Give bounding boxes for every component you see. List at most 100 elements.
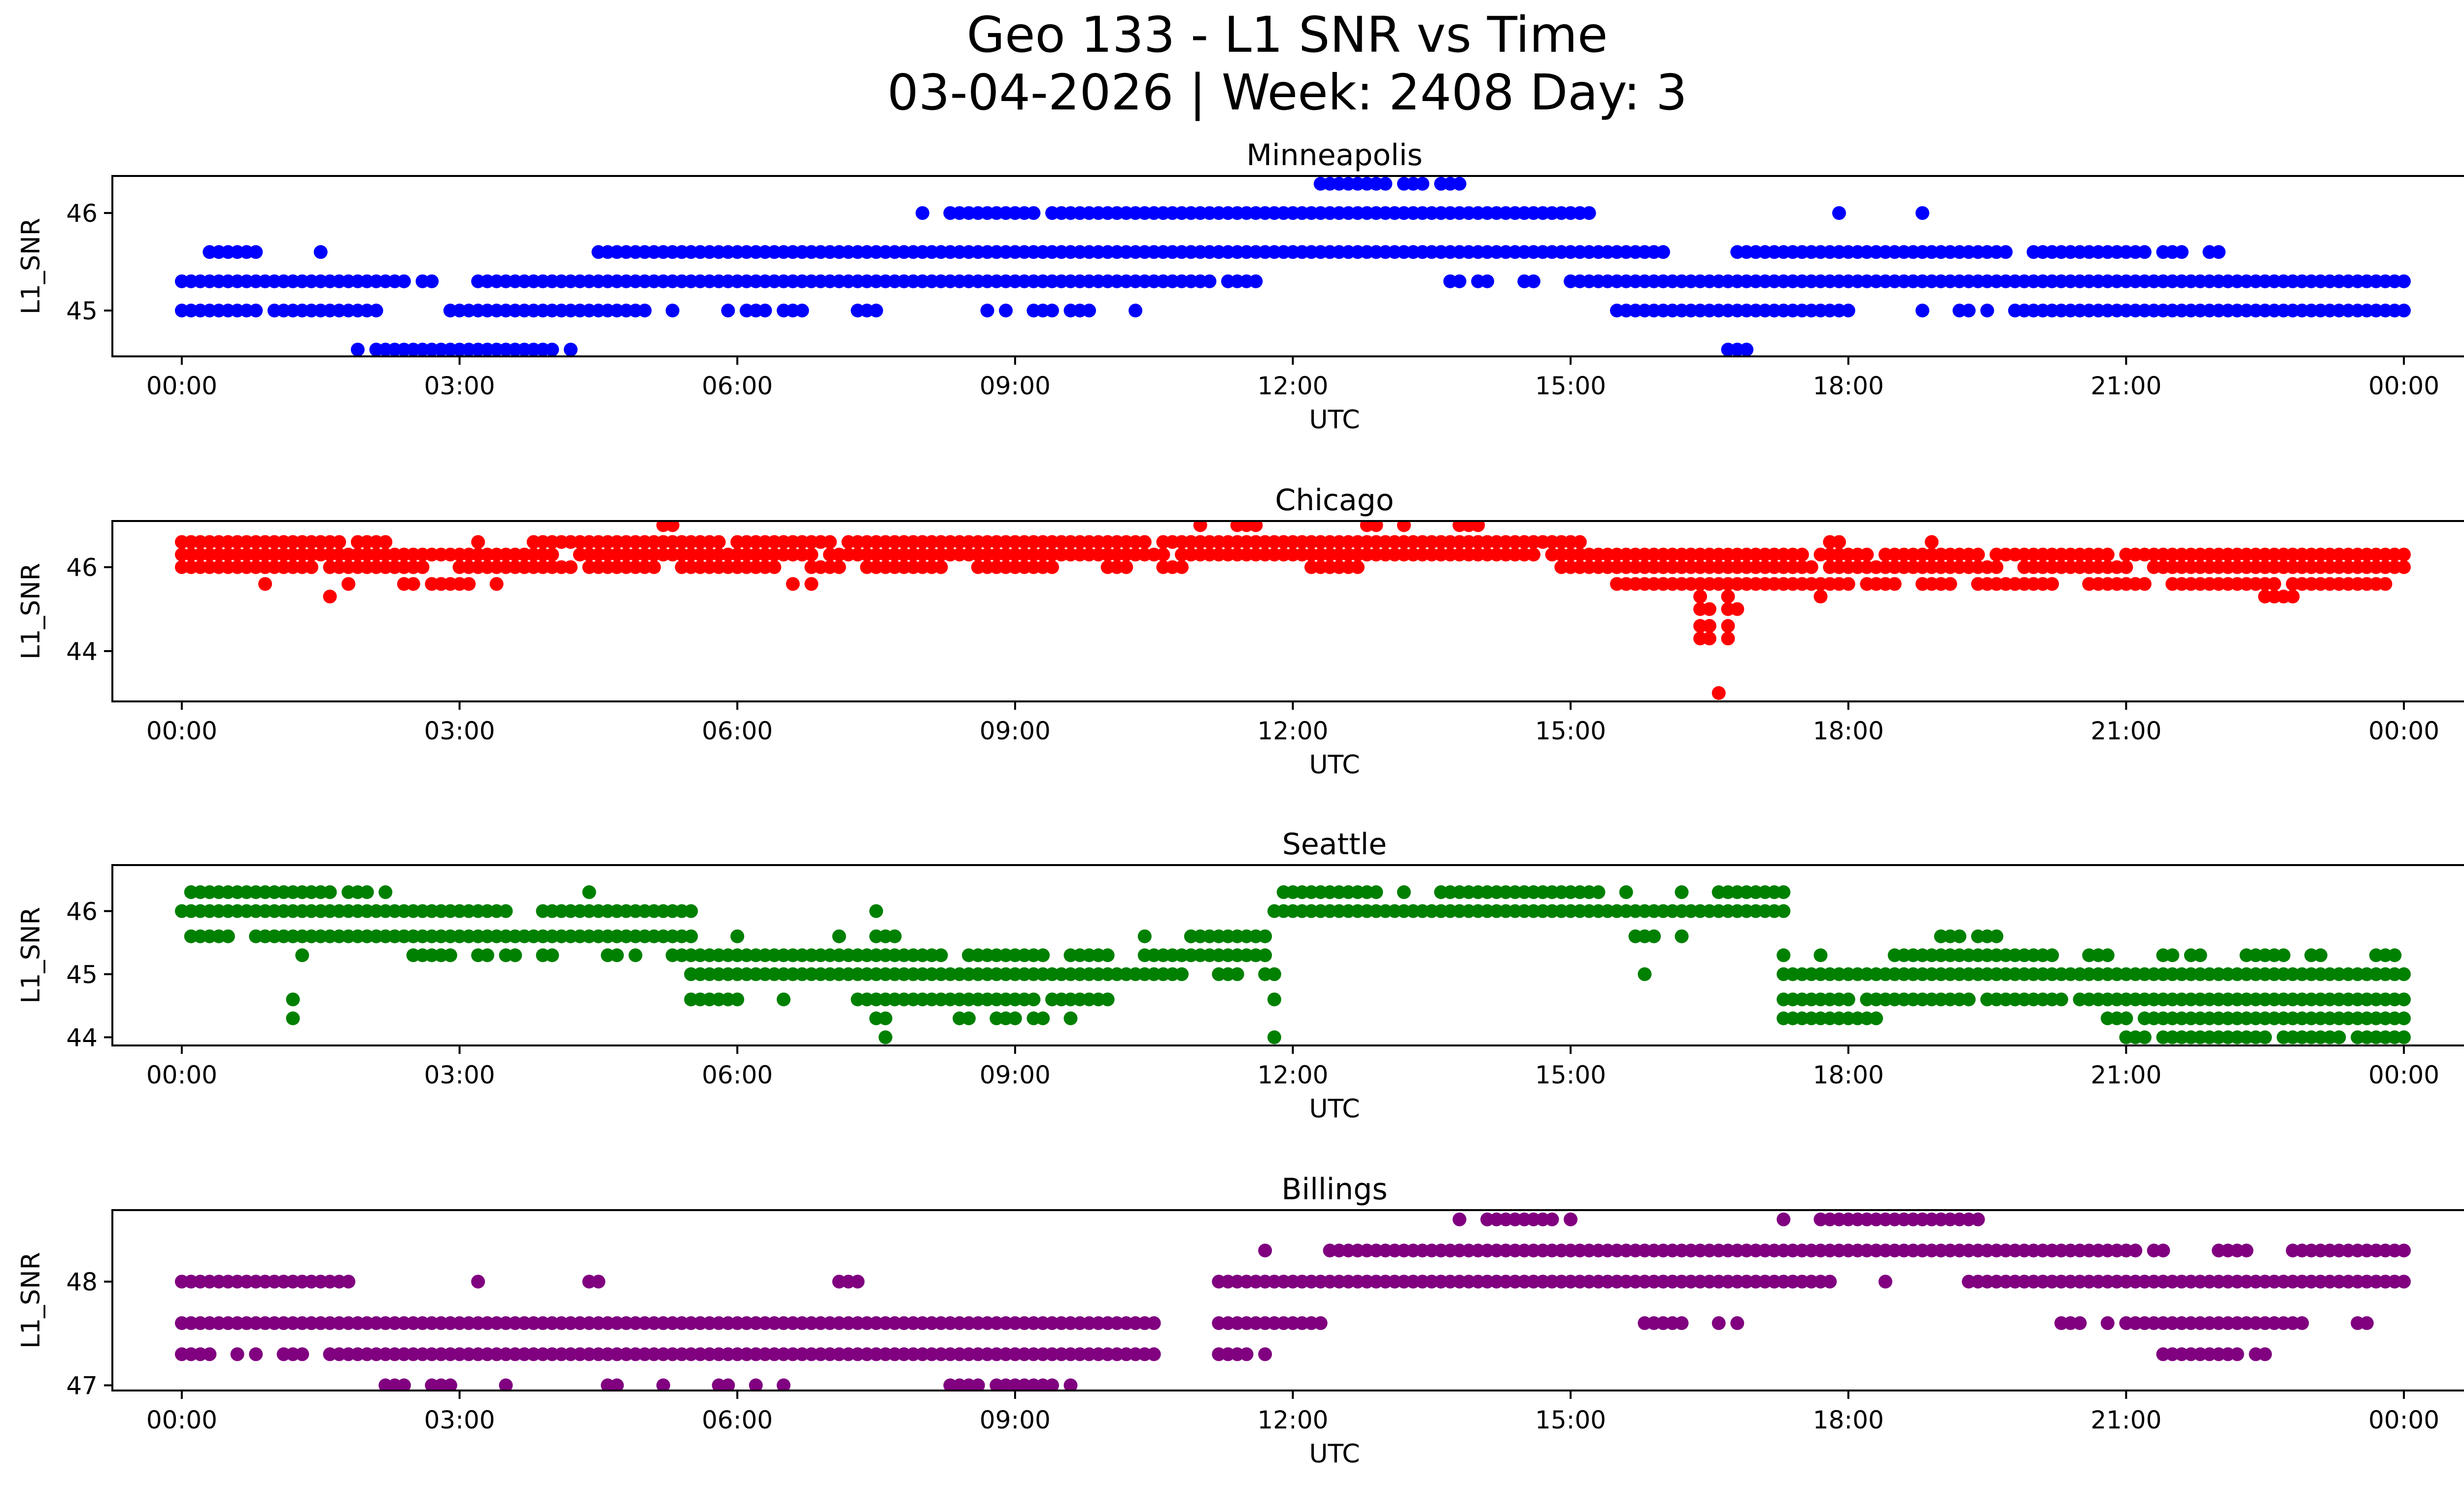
data-point — [489, 577, 504, 591]
data-point — [360, 885, 374, 899]
data-point — [1878, 1275, 1892, 1289]
panel-minneapolis: Minneapolis 00:00 03:00 06:00 09:00 12:00 15:0… — [16, 138, 2464, 435]
data-point — [1924, 535, 1939, 549]
x-tick-label: 18:00 — [1813, 372, 1884, 400]
data-point — [1258, 929, 1272, 943]
data-point — [1313, 1316, 1328, 1330]
data-point — [2397, 548, 2411, 562]
data-point — [1027, 206, 1041, 220]
data-point — [2397, 274, 2411, 288]
data-point — [1351, 560, 1365, 574]
data-point — [1841, 577, 1855, 591]
data-point — [1962, 992, 1976, 1007]
data-point — [1564, 1212, 1578, 1226]
data-point — [2397, 1011, 2411, 1025]
data-point — [1702, 602, 1716, 616]
data-point — [934, 948, 948, 962]
data-point — [1239, 1347, 1254, 1361]
data-point — [1036, 1011, 1050, 1025]
series-level-seattle — [295, 948, 2402, 962]
axes-frame-minneapolis — [111, 175, 2464, 357]
data-point — [564, 343, 578, 356]
data-point — [851, 1275, 865, 1289]
data-point — [443, 948, 457, 962]
data-point — [1147, 1347, 1161, 1361]
data-point — [1721, 631, 1735, 646]
data-point — [1267, 992, 1281, 1007]
data-point — [203, 1347, 217, 1361]
x-axis-label-billings: UTC — [1309, 1439, 1360, 1469]
x-tick-label: 09:00 — [980, 1061, 1051, 1089]
data-point — [2397, 1030, 2411, 1044]
series-level-minneapolis — [915, 206, 1929, 220]
series-level-chicago — [1693, 619, 1735, 633]
series-points-seattle — [174, 885, 2411, 1044]
data-point — [295, 948, 309, 962]
series-level-chicago — [174, 548, 2411, 562]
x-tick-label: 21:00 — [2090, 1061, 2161, 1089]
data-point — [638, 304, 652, 317]
data-point — [1916, 206, 1929, 220]
data-point — [1702, 619, 1716, 633]
data-point — [1063, 1378, 1078, 1391]
x-tick-label: 21:00 — [2090, 717, 2161, 745]
data-point — [1267, 967, 1281, 981]
data-point — [443, 1378, 457, 1391]
data-point — [665, 521, 680, 532]
data-point — [582, 885, 596, 899]
data-point — [332, 535, 346, 549]
x-tick-label: 00:00 — [146, 372, 217, 400]
series-level-chicago — [174, 535, 1939, 549]
data-point — [1869, 1011, 1883, 1025]
data-point — [499, 904, 513, 918]
series-level-billings — [174, 1275, 2411, 1289]
data-point — [1887, 577, 1902, 591]
x-tick-label: 21:00 — [2090, 1406, 2161, 1434]
data-point — [378, 885, 393, 899]
data-point — [591, 1275, 606, 1289]
data-point — [2119, 560, 2133, 574]
y-tick-label: 44 — [66, 1023, 98, 1052]
data-point — [1795, 548, 1809, 562]
series-level-seattle — [286, 992, 2411, 1007]
data-point — [1832, 535, 1846, 549]
series-points-billings — [174, 1212, 2411, 1391]
data-point — [1397, 885, 1411, 899]
data-point — [2258, 1030, 2272, 1044]
y-tick-label: 46 — [66, 199, 98, 228]
data-point — [342, 577, 356, 591]
data-point — [1202, 274, 1217, 288]
data-point — [1777, 885, 1791, 899]
data-point — [1582, 206, 1596, 220]
data-point — [786, 577, 800, 591]
data-point — [1777, 948, 1791, 962]
data-point — [1823, 1275, 1837, 1289]
y-axis-label-minneapolis: L1_SNR — [16, 218, 46, 314]
data-point — [1156, 548, 1170, 562]
data-point — [1045, 560, 1059, 574]
series-level-chicago — [258, 577, 2393, 591]
data-point — [258, 577, 272, 591]
data-point — [758, 304, 772, 317]
series-level-chicago — [174, 560, 2411, 574]
data-point — [1415, 176, 1430, 191]
data-point — [323, 885, 337, 899]
data-point — [2313, 948, 2327, 962]
data-point — [350, 343, 365, 356]
data-point — [1860, 548, 1874, 562]
data-point — [1471, 521, 1485, 532]
data-point — [1119, 560, 1133, 574]
x-tick-label: 06:00 — [702, 1061, 773, 1089]
x-tick-label: 12:00 — [1257, 372, 1328, 400]
data-point — [397, 274, 411, 288]
data-point — [1619, 885, 1633, 899]
x-tick-label: 12:00 — [1257, 1406, 1328, 1434]
data-point — [1814, 948, 1828, 962]
data-point — [1711, 686, 1726, 700]
data-point — [1656, 245, 1670, 259]
data-point — [1452, 176, 1467, 191]
data-point — [499, 1378, 513, 1391]
data-point — [2193, 948, 2207, 962]
